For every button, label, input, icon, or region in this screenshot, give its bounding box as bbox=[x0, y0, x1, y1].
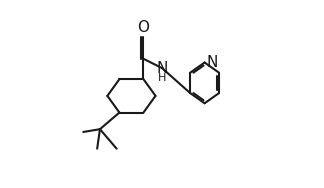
Text: H: H bbox=[158, 73, 167, 83]
Text: N: N bbox=[206, 55, 217, 70]
Text: O: O bbox=[137, 20, 149, 35]
Text: N: N bbox=[157, 61, 168, 76]
